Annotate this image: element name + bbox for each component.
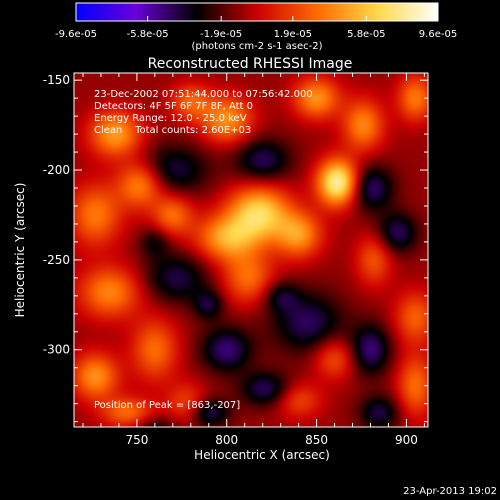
colorbar: -9.6e-05 -5.8e-05 -1.9e-05 1.9e-05 5.8e-05 9.… [55, 3, 457, 52]
annotation-time-range: 23-Dec-2002 07:51:44.000 to 07:56:42.000 [94, 89, 313, 100]
colorbar-unit-label: (photons cm-2 s-1 asec-2) [191, 41, 322, 52]
chart-title: Reconstructed RHESSI Image [148, 56, 353, 72]
colorbar-tick-label: 5.8e-05 [347, 29, 385, 40]
y-axis-tick-labels: -150 -200 -250 -300 [43, 73, 70, 357]
y-tick-label: -200 [43, 163, 70, 177]
x-axis-label: Heliocentric X (arcsec) [194, 448, 330, 462]
peak-position-label: Position of Peak = [863,-207] [94, 400, 240, 411]
colorbar-tick-label: 9.6e-05 [419, 29, 457, 40]
y-axis-label: Heliocentric Y (arcsec) [13, 183, 27, 318]
x-tick-label: 800 [215, 433, 238, 447]
x-tick-label: 900 [395, 433, 418, 447]
colorbar-fill [76, 3, 438, 21]
x-tick-label: 750 [125, 433, 148, 447]
colorbar-tick-label: 1.9e-05 [274, 29, 312, 40]
y-tick-label: -150 [43, 73, 70, 87]
colorbar-tick-label: -1.9e-05 [200, 29, 242, 40]
y-tick-label: -300 [43, 343, 70, 357]
annotation-energy-range: Energy Range: 12.0 - 25.0 keV [94, 113, 247, 124]
colorbar-tick-labels: -9.6e-05 -5.8e-05 -1.9e-05 1.9e-05 5.8e-05 9.… [55, 29, 457, 40]
x-axis-tick-labels: 750 800 850 900 [125, 433, 417, 447]
colorbar-tick-label: -9.6e-05 [55, 29, 97, 40]
footer-timestamp: 23-Apr-2013 19:02 [403, 486, 497, 497]
colorbar-tick-label: -5.8e-05 [127, 29, 169, 40]
annotation-clean-counts: Clean Total counts: 2.60E+03 [94, 125, 251, 136]
x-tick-label: 850 [305, 433, 328, 447]
plot-area: 750 800 850 900 -150 -200 -250 -300 23-Dec-200… [43, 73, 428, 447]
y-tick-label: -250 [43, 253, 70, 267]
annotation-detectors: Detectors: 4F 5F 6F 7F 8F, Att 0 [94, 101, 253, 112]
